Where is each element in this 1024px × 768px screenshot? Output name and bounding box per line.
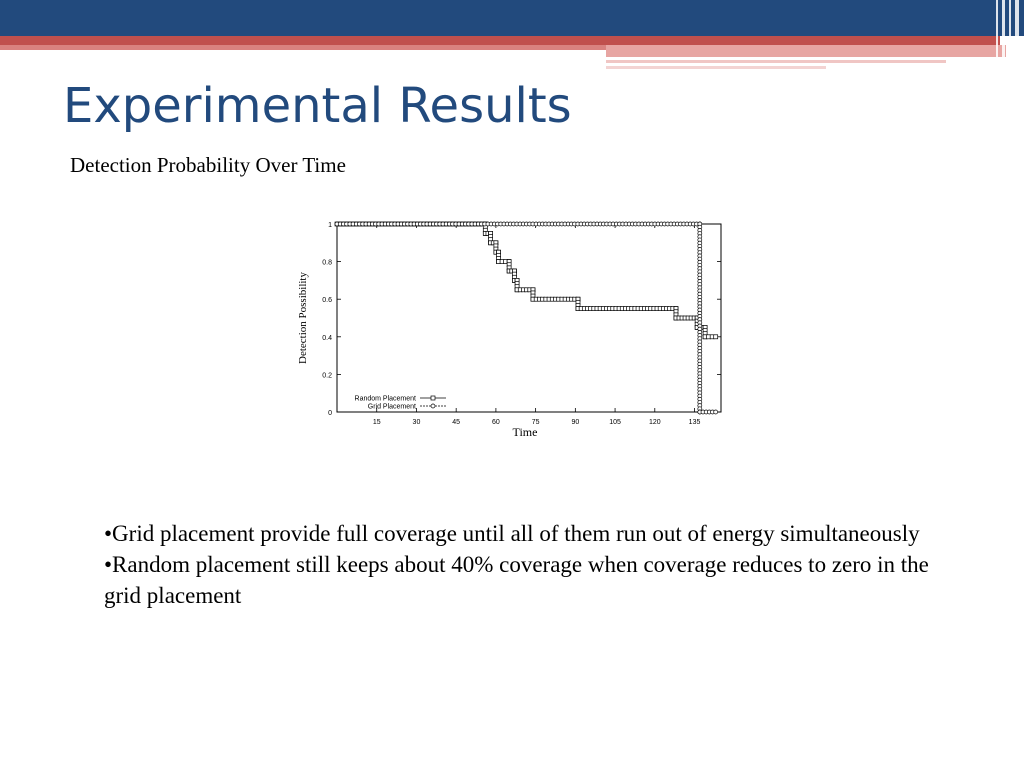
bullet-list: •Grid placement provide full coverage un… [104, 518, 944, 611]
y-tick-label: 0.4 [322, 335, 332, 342]
x-axis-label: Time [513, 425, 538, 439]
y-axis-label: Detection Possibility [297, 272, 309, 364]
bullet-item: •Grid placement provide full coverage un… [104, 521, 920, 546]
y-tick-label: 0.8 [322, 260, 332, 267]
detection-chart: 0 0.2 0.4 0.6 0.8 1 15 30 45 60 75 90 105 120 135 Time D… [290, 210, 730, 445]
x-tick-label: 45 [452, 419, 460, 426]
bullet-item: •Random placement still keeps about 40% … [104, 552, 929, 608]
accent-band [0, 36, 1000, 45]
x-tick-label: 135 [689, 419, 701, 426]
y-tick-label: 0.6 [322, 297, 332, 304]
legend-marker [430, 403, 436, 409]
series-line [337, 223, 716, 338]
x-tick-label: 60 [492, 419, 500, 426]
accent-band-lower [0, 45, 610, 50]
data-point [713, 409, 719, 415]
y-tick-label: 1 [328, 222, 332, 229]
slide-title: Experimental Results [63, 78, 572, 134]
header-band [0, 0, 1024, 36]
legend-marker [430, 395, 436, 401]
y-tick-label: 0 [328, 410, 332, 417]
x-tick-label: 120 [649, 419, 661, 426]
x-tick-label: 90 [571, 419, 579, 426]
x-tick-label: 75 [532, 419, 540, 426]
slide-subtitle: Detection Probability Over Time [70, 153, 346, 177]
x-tick-label: 15 [373, 419, 381, 426]
series-line [337, 223, 716, 413]
accent-line-right [606, 60, 946, 63]
x-tick-label: 105 [609, 419, 621, 426]
legend-label: Grid Placement [368, 404, 416, 411]
legend-label: Random Placement [355, 396, 417, 403]
plot-frame [336, 223, 722, 413]
accent-line-right-short [606, 66, 826, 69]
x-tick-label: 30 [413, 419, 421, 426]
chart-svg: 0 0.2 0.4 0.6 0.8 1 15 30 45 60 75 90 105 120 135 Time D… [297, 221, 722, 439]
accent-band-right [606, 45, 1006, 57]
y-tick-label: 0.2 [322, 372, 332, 379]
data-point [713, 334, 719, 340]
corner-stripes [990, 0, 1024, 70]
